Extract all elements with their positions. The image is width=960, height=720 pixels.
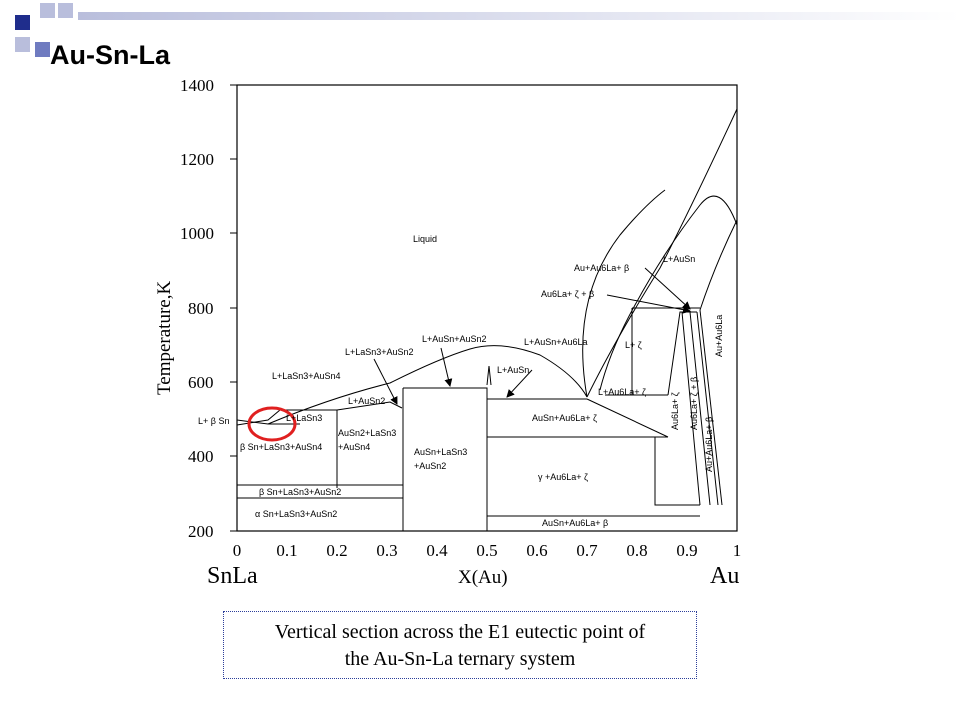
annotation-arrows — [373, 267, 691, 405]
x-tick-label: 0.3 — [376, 541, 397, 560]
region-label: L+LaSn3 — [286, 413, 322, 423]
right-component-label: Au — [710, 563, 739, 589]
region-label: L+LaSn3+AuSn2 — [345, 347, 414, 357]
y-tick-label: 1000 — [180, 224, 214, 243]
x-tick-label: 1 — [733, 541, 742, 560]
region-label: L+ β Sn — [198, 416, 229, 426]
x-axis-label: X(Au) — [458, 567, 508, 588]
x-tick-label: 0.7 — [576, 541, 598, 560]
region-label: Au+Au6La — [714, 315, 724, 357]
y-tick-label: 1400 — [180, 76, 214, 95]
corner-square — [15, 15, 30, 30]
region-label: AuSn+Au6La+ β — [542, 518, 608, 528]
region-label: +AuSn4 — [338, 442, 370, 452]
region-label: Au+Au6La+ β — [704, 417, 714, 472]
x-tick-label: 0 — [233, 541, 242, 560]
x-tick-label: 0.9 — [676, 541, 697, 560]
y-tick-label: 800 — [188, 299, 214, 318]
region-label: AuSn+Au6La+ ζ — [532, 413, 597, 423]
region-label: β Sn+LaSn3+AuSn2 — [259, 487, 341, 497]
y-tick-label: 600 — [188, 373, 214, 392]
x-tick-label: 0.1 — [276, 541, 297, 560]
region-label: L+Au6La+ ζ — [598, 387, 646, 397]
region-label: L+AuSn — [663, 254, 695, 264]
region-label: Liquid — [413, 234, 437, 244]
region-label: AuSn2+LaSn3 — [338, 428, 396, 438]
region-label: Au6La+ ζ + β — [689, 377, 699, 430]
y-tick-label: 200 — [188, 522, 214, 541]
region-label: α Sn+LaSn3+AuSn2 — [255, 509, 337, 519]
x-tick-label: 0.6 — [526, 541, 547, 560]
region-label: L+ ζ — [625, 340, 642, 350]
header-gradient-bar — [78, 12, 960, 20]
caption-box: Vertical section across the E1 eutectic … — [223, 611, 697, 679]
region-label: β Sn+LaSn3+AuSn4 — [240, 442, 322, 452]
corner-square — [58, 3, 73, 18]
region-label: Au6La+ ζ — [670, 392, 680, 430]
eutectic-highlight-circle — [247, 406, 297, 442]
region-label: +AuSn2 — [414, 461, 446, 471]
corner-square — [15, 37, 30, 52]
region-label: L+AuSn+Au6La — [524, 337, 588, 347]
region-label: AuSn+LaSn3 — [414, 447, 467, 457]
y-tick-label: 400 — [188, 447, 214, 466]
region-label: L+LaSn3+AuSn4 — [272, 371, 341, 381]
x-tick-label: 0.4 — [426, 541, 448, 560]
region-label: L+AuSn2 — [348, 396, 385, 406]
y-tick-marks — [230, 84, 237, 532]
x-tick-label: 0.8 — [626, 541, 647, 560]
region-label: L+AuSn — [497, 365, 529, 375]
y-axis-label: Temperature,K — [154, 281, 175, 395]
region-label: γ +Au6La+ ζ — [538, 472, 588, 482]
y-tick-label: 1200 — [180, 150, 214, 169]
corner-square — [40, 3, 55, 18]
region-label: L+AuSn+AuSn2 — [422, 334, 487, 344]
slide-title: Au-Sn-La — [50, 40, 170, 70]
caption-line-2: the Au-Sn-La ternary system — [344, 648, 576, 670]
region-label: Au+Au6La+ β — [574, 263, 629, 273]
phase-boundaries — [236, 108, 738, 531]
left-component-label: SnLa — [207, 563, 258, 589]
x-tick-label: 0.2 — [326, 541, 347, 560]
caption-line-1: Vertical section across the E1 eutectic … — [274, 621, 646, 643]
corner-square — [35, 42, 50, 57]
x-tick-label: 0.5 — [476, 541, 497, 560]
region-label: Au6La+ ζ + β — [541, 289, 594, 299]
